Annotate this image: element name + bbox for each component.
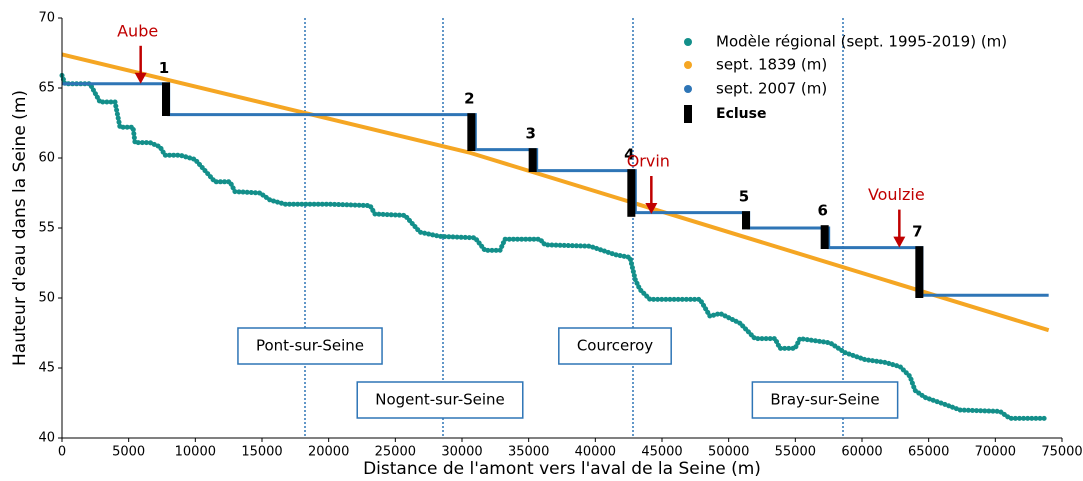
lock [627, 169, 636, 217]
annotation-arrowhead [134, 72, 147, 84]
x-tick-label: 15000 [241, 445, 282, 460]
lock-label: 4 [624, 146, 634, 164]
town-label: Bray-sur-Seine [770, 391, 879, 409]
town-box [237, 327, 383, 365]
lock-label: 5 [739, 188, 749, 206]
x-tick-label: 35000 [508, 445, 549, 460]
x-tick-label: 65000 [908, 445, 949, 460]
lock-label: 3 [525, 125, 535, 143]
lock [820, 225, 829, 249]
town-label: Courceroy [577, 337, 653, 355]
legend-label: Ecluse [716, 106, 766, 122]
x-tick-label: 10000 [175, 445, 216, 460]
y-tick-label: 50 [38, 291, 55, 306]
x-tick-label: 40000 [575, 445, 616, 460]
lock [467, 113, 476, 151]
x-axis-label: Distance de l'amont vers l'aval de la Se… [363, 459, 761, 479]
lock [915, 246, 924, 298]
town-box [558, 327, 672, 365]
annotation-arrowhead [893, 236, 906, 248]
y-tick-label: 55 [38, 221, 55, 236]
x-tick-label: 45000 [641, 445, 682, 460]
town-label: Pont-sur-Seine [256, 337, 364, 355]
x-tick-label: 70000 [975, 445, 1016, 460]
legend-marker [684, 85, 692, 93]
y-tick-label: 60 [38, 151, 55, 166]
x-tick-label: 60000 [841, 445, 882, 460]
lock [528, 148, 537, 172]
y-tick-label: 65 [38, 81, 55, 96]
lock [742, 211, 750, 230]
x-tick-label: 0 [58, 445, 66, 460]
legend-label: sept. 1839 (m) [716, 56, 827, 74]
y-tick-label: 70 [38, 11, 55, 26]
lock-label: 2 [464, 90, 474, 108]
legend-marker [684, 61, 692, 69]
legend-marker [684, 38, 692, 46]
x-tick-label: 5000 [112, 445, 145, 460]
lock [162, 82, 170, 116]
annotation-text: Aube [117, 21, 158, 40]
annotation-arrowhead [645, 203, 658, 214]
x-tick-label: 25000 [375, 445, 416, 460]
lock-label: 7 [912, 223, 922, 241]
legend-marker [684, 105, 692, 123]
legend-label: sept. 2007 (m) [716, 80, 827, 98]
x-tick-label: 50000 [708, 445, 749, 460]
y-tick-label: 40 [38, 431, 55, 446]
town-box [751, 381, 899, 419]
lock-label: 6 [817, 202, 827, 220]
y-axis-label: Hauteur d'eau dans la Seine (m) [10, 90, 30, 366]
town-box [356, 381, 524, 419]
y-tick-label: 45 [38, 361, 55, 376]
town-label: Nogent-sur-Seine [375, 391, 505, 409]
line-series [61, 52, 1050, 333]
dot-series [59, 72, 1051, 421]
x-tick-label: 75000 [1041, 445, 1082, 460]
annotation-text: Voulzie [868, 185, 925, 204]
x-tick-label: 55000 [775, 445, 816, 460]
lock-label: 1 [159, 59, 169, 77]
x-tick-label: 20000 [308, 445, 349, 460]
x-tick-label: 30000 [441, 445, 482, 460]
annotation-text: Orvin [627, 152, 670, 171]
legend-label: Modèle régional (sept. 1995-2019) (m) [716, 33, 1007, 51]
